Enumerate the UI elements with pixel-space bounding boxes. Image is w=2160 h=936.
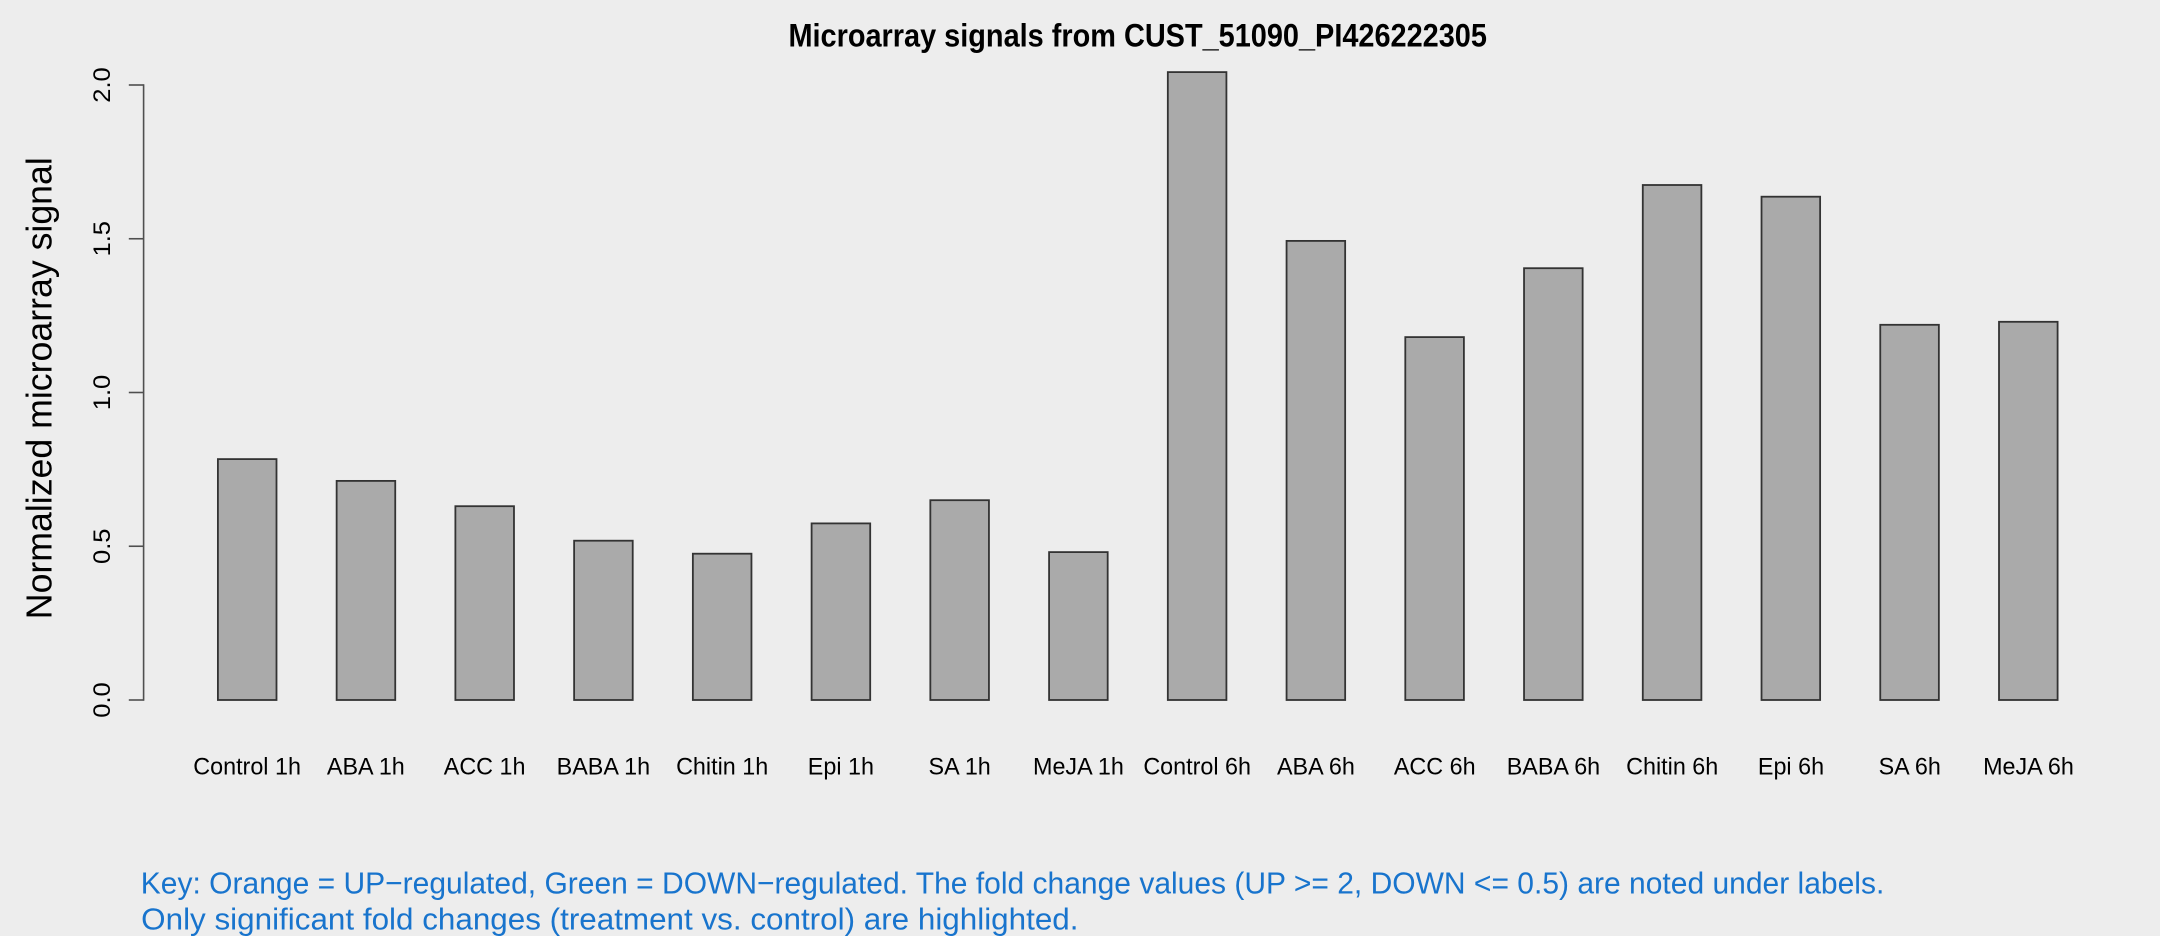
svg-text:SA 6h: SA 6h (1879, 754, 1941, 781)
svg-text:BABA 6h: BABA 6h (1507, 754, 1600, 781)
svg-text:ABA 1h: ABA 1h (327, 754, 405, 781)
svg-text:Control 6h: Control 6h (1143, 754, 1251, 781)
svg-text:0.5: 0.5 (89, 529, 116, 565)
svg-text:Epi 6h: Epi 6h (1758, 754, 1824, 781)
svg-text:MeJA 6h: MeJA 6h (1983, 754, 2074, 781)
svg-text:ABA 6h: ABA 6h (1277, 754, 1355, 781)
svg-text:0.0: 0.0 (89, 682, 116, 718)
svg-text:ACC 1h: ACC 1h (444, 754, 526, 781)
svg-text:Epi 1h: Epi 1h (808, 754, 874, 781)
svg-text:Microarray signals from CUST_5: Microarray signals from CUST_51090_PI426… (788, 17, 1487, 53)
svg-text:SA 1h: SA 1h (929, 754, 991, 781)
svg-text:BABA 1h: BABA 1h (557, 754, 650, 781)
svg-text:1.5: 1.5 (89, 221, 116, 257)
svg-text:Key: Orange = UP−regulated, Gr: Key: Orange = UP−regulated, Green = DOWN… (141, 865, 1885, 900)
svg-text:MeJA 1h: MeJA 1h (1033, 754, 1124, 781)
svg-text:Chitin 1h: Chitin 1h (676, 754, 768, 781)
svg-text:ACC 6h: ACC 6h (1394, 754, 1476, 781)
svg-text:Normalized microarray signal: Normalized microarray signal (18, 157, 59, 619)
svg-text:2.0: 2.0 (89, 67, 116, 103)
svg-text:Only significant fold changes: Only significant fold changes (treatment… (141, 901, 1078, 936)
svg-text:Control 1h: Control 1h (193, 754, 301, 781)
svg-text:Chitin 6h: Chitin 6h (1626, 754, 1718, 781)
svg-text:1.0: 1.0 (89, 375, 116, 411)
